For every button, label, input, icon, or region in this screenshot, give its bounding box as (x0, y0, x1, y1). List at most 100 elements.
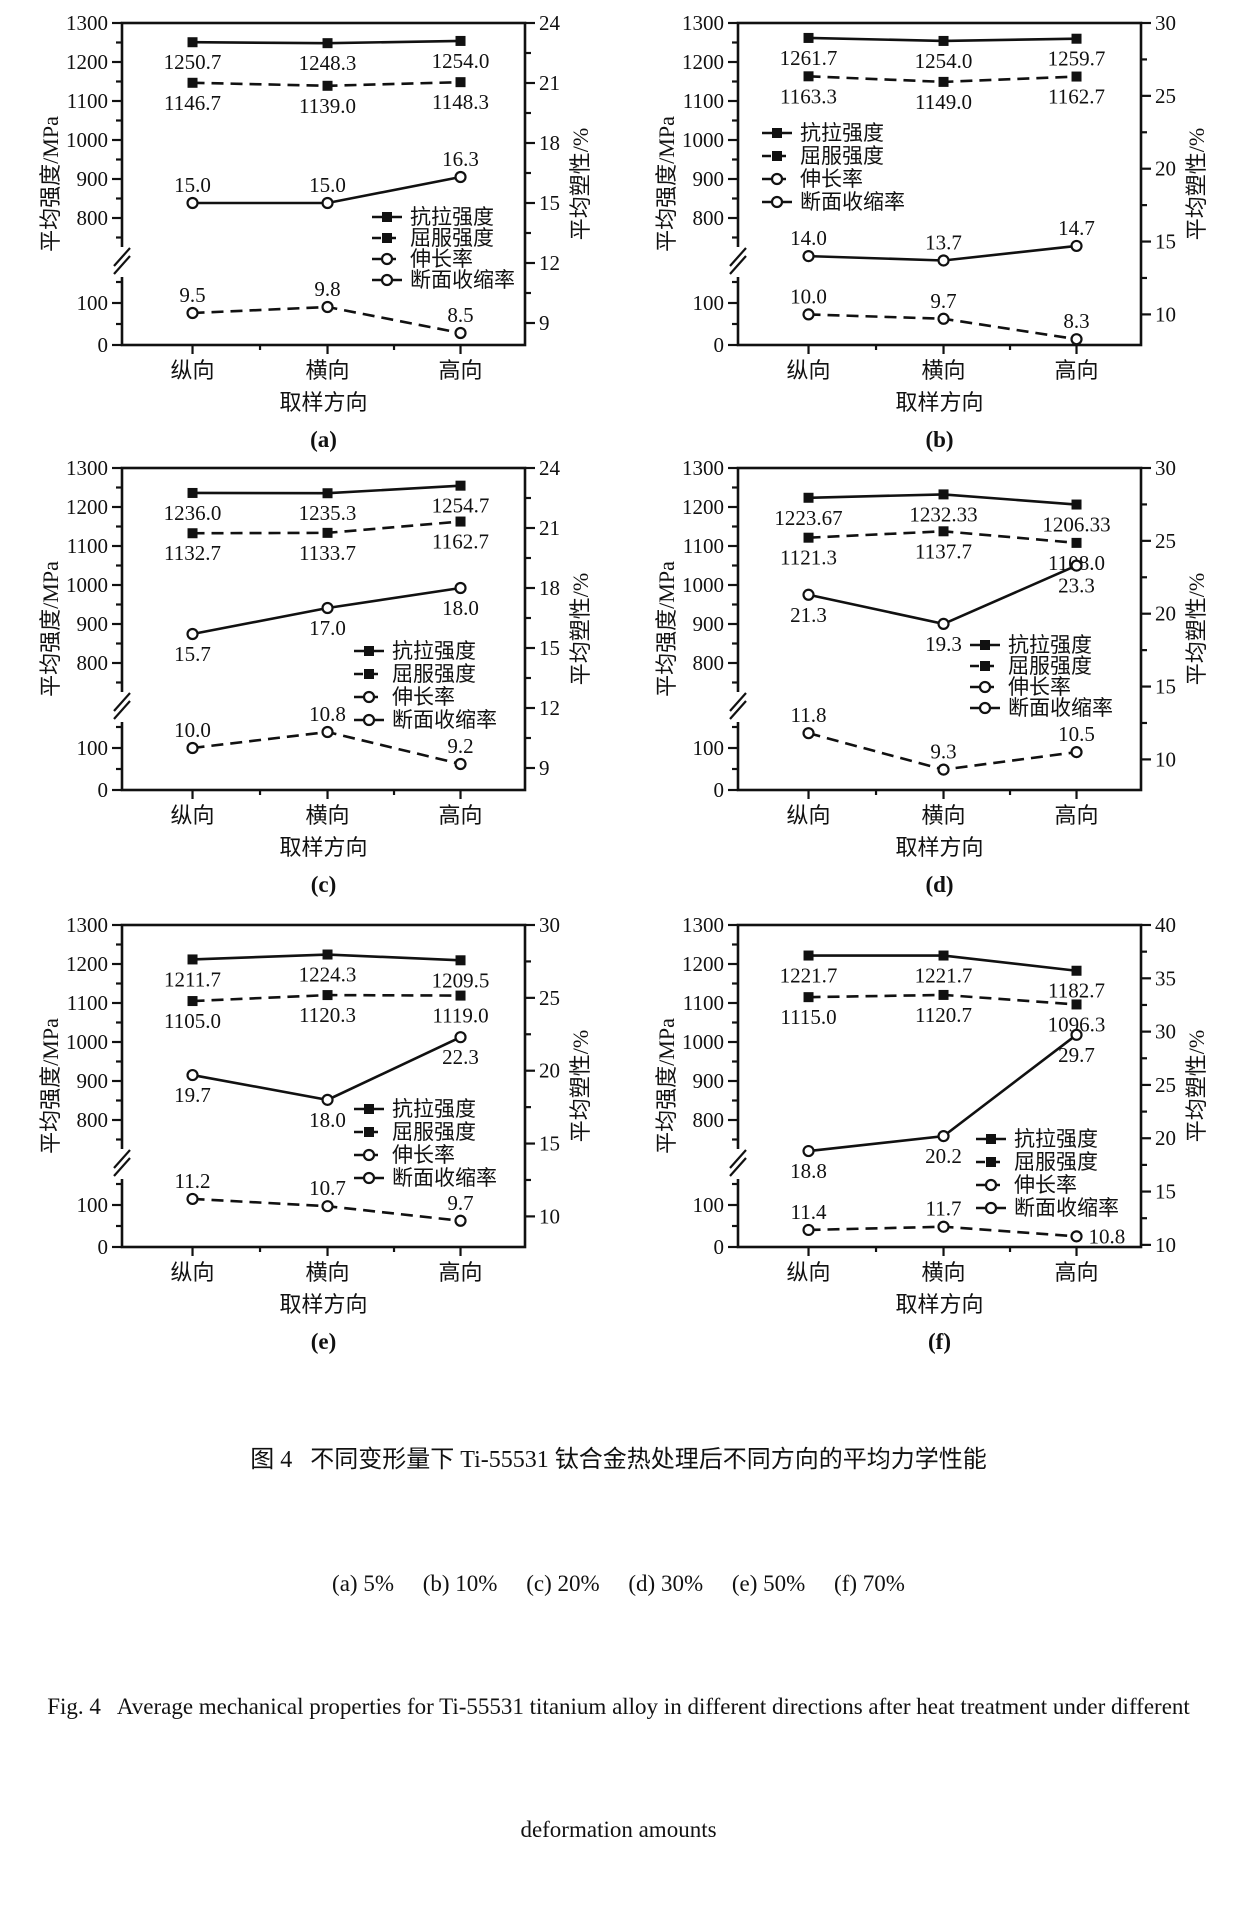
circle-marker-icon (1070, 1028, 1083, 1041)
plot-border (120, 466, 527, 792)
circle-marker-icon (362, 1148, 376, 1162)
circle-marker-icon (454, 757, 467, 771)
right-tick-label: 15 (1155, 1180, 1176, 1204)
circle-marker-icon (454, 326, 467, 340)
axis-break-icon (113, 1157, 131, 1177)
left-tick-label: 1200 (66, 952, 108, 976)
square-marker-icon (364, 646, 374, 656)
left-tick-label: 100 (77, 1193, 109, 1217)
left-tick-label: 0 (98, 1235, 109, 1259)
right-tick-label: 40 (1155, 913, 1176, 937)
square-marker-icon (772, 128, 782, 138)
axis-break-gap (735, 692, 741, 722)
right-tick-label: 20 (1155, 1126, 1176, 1150)
circle-marker-icon (984, 1201, 998, 1215)
data-label: 9.5 (179, 283, 205, 307)
plot-border (120, 923, 527, 1249)
right-tick-label: 15 (539, 191, 560, 215)
axis-break-icon (729, 247, 747, 267)
right-tick-label: 12 (539, 696, 560, 720)
axis-break-gap (735, 247, 741, 277)
circle-marker-icon (802, 588, 815, 601)
left-tick-label: 1100 (67, 991, 108, 1015)
data-label: 8.3 (1063, 309, 1089, 333)
x-category-label: 高向 (1055, 358, 1099, 383)
x-category-label: 纵向 (787, 803, 831, 828)
data-label: 20.2 (925, 1144, 962, 1168)
circle-marker-icon (321, 300, 334, 314)
legend-label-elongation: 伸长率 (392, 1143, 455, 1167)
x-category-label: 横向 (922, 358, 966, 383)
square-marker-icon (322, 949, 333, 960)
circle-marker-icon (937, 254, 950, 267)
data-label: 1149.0 (915, 90, 972, 114)
circle-marker-icon (380, 252, 394, 266)
x-category-label: 横向 (306, 1260, 350, 1285)
data-label: 9.8 (314, 277, 340, 301)
panel-label: (d) (925, 872, 953, 897)
circle-marker-icon (1070, 1230, 1083, 1243)
data-label: 15.7 (174, 642, 211, 666)
square-marker-icon (1071, 71, 1082, 82)
circle-marker-icon (1070, 746, 1083, 759)
circle-marker-icon (380, 273, 394, 287)
square-marker-icon (980, 661, 990, 671)
left-tick-label: 1100 (67, 534, 108, 558)
data-label: 21.3 (790, 603, 827, 627)
data-label: 11.8 (791, 703, 827, 727)
left-tick-label: 1100 (67, 89, 108, 113)
right-tick-label: 30 (539, 913, 560, 937)
square-marker-icon (322, 488, 333, 499)
left-tick-label: 1000 (682, 128, 724, 152)
left-tick-label: 0 (98, 778, 109, 802)
data-label: 1115.0 (780, 1005, 836, 1029)
right-tick-label: 35 (1155, 966, 1176, 990)
right-tick-label: 21 (539, 516, 560, 540)
circle-marker-icon (770, 195, 784, 209)
right-axis-title: 平均塑性/% (568, 1030, 593, 1142)
right-tick-label: 9 (539, 756, 550, 780)
square-marker-icon (187, 77, 198, 88)
right-tick-label: 15 (1155, 675, 1176, 699)
data-label: 1120.7 (915, 1003, 972, 1027)
data-label: 1254.0 (432, 49, 490, 73)
x-axis-title: 取样方向 (279, 835, 367, 860)
left-tick-label: 1000 (66, 128, 108, 152)
right-axis-title: 平均塑性/% (1184, 573, 1209, 685)
left-tick-label: 1300 (66, 456, 108, 480)
left-tick-label: 900 (77, 167, 109, 191)
data-label: 13.7 (925, 230, 962, 254)
data-label: 8.5 (447, 303, 473, 327)
axis-break-icon (113, 1149, 131, 1169)
square-marker-icon (1071, 537, 1082, 548)
x-category-label: 高向 (439, 1260, 483, 1285)
right-axis-title: 平均塑性/% (1184, 128, 1209, 240)
x-category-label: 横向 (306, 358, 350, 383)
square-marker-icon (455, 77, 466, 88)
circle-marker-icon (978, 701, 992, 715)
data-label: 18.0 (309, 1108, 346, 1132)
legend-label-tensile-strength: 抗拉强度 (1014, 1127, 1098, 1151)
right-tick-label: 20 (539, 1059, 560, 1083)
square-marker-icon (187, 37, 198, 48)
data-label: 1139.0 (299, 94, 356, 118)
square-marker-icon (455, 990, 466, 1001)
circle-marker-icon (454, 581, 467, 595)
data-label: 11.4 (791, 1200, 827, 1224)
legend-label-tensile-strength: 抗拉强度 (800, 121, 884, 145)
data-label: 10.8 (309, 702, 346, 726)
plot-border (736, 466, 1143, 792)
chart-c-svg: 800 900 1000 1100 1200 1300 0 100 9 12 15 18 21 24 纵向 横… (38, 456, 593, 897)
right-tick-label: 15 (539, 636, 560, 660)
data-label: 1120.3 (299, 1003, 356, 1027)
square-marker-icon (803, 32, 814, 43)
left-tick-label: 100 (77, 291, 109, 315)
series-line-reduction-of-area (808, 564, 1078, 626)
square-marker-icon (803, 492, 814, 503)
circle-marker-icon (1070, 559, 1083, 572)
circle-marker-icon (454, 1031, 467, 1044)
left-tick-label: 1200 (682, 952, 724, 976)
square-marker-icon (187, 996, 198, 1007)
square-marker-icon (364, 1127, 374, 1137)
left-tick-label: 1000 (682, 573, 724, 597)
